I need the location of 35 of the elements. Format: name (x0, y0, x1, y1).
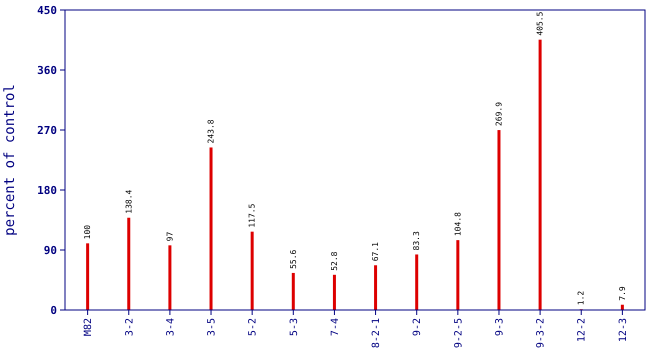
y-tick-label: 90 (44, 244, 57, 257)
x-tick-label: 12-2 (576, 318, 588, 342)
x-tick-label: 9-3-2 (536, 318, 547, 348)
data-label: 97 (165, 232, 174, 242)
data-label: 100 (83, 224, 92, 240)
x-tick-label: 9-2 (412, 318, 424, 336)
data-label: 7.9 (618, 286, 627, 301)
y-tick-label: 450 (37, 4, 57, 17)
data-label: 55.6 (288, 249, 298, 269)
data-label: 83.3 (412, 231, 422, 250)
data-label: 67.1 (371, 242, 380, 262)
x-tick-label: 5-2 (248, 318, 259, 336)
data-label: 117.5 (248, 203, 257, 228)
data-label: 405.5 (536, 11, 545, 36)
data-label: 52.8 (330, 251, 339, 271)
data-label: 269.9 (494, 102, 504, 126)
data-label: 243.8 (206, 119, 216, 144)
x-tick-label: 3-2 (124, 318, 136, 336)
x-tick-label: 7-4 (330, 318, 341, 336)
y-tick-label: 180 (37, 184, 57, 197)
x-tick-label: 12-3 (618, 318, 629, 342)
x-tick-label: 3-4 (165, 318, 176, 336)
x-tick-label: 9-2-5 (453, 318, 464, 348)
y-tick-label: 0 (50, 304, 57, 317)
data-label: 1.2 (576, 290, 586, 306)
x-tick-label: 9-3 (494, 318, 506, 336)
x-tick-label: 8-2-1 (371, 318, 382, 348)
x-tick-label: M82 (83, 318, 94, 336)
y-tick-label: 270 (37, 124, 57, 137)
x-tick-label: 3-5 (206, 318, 218, 336)
x-tick-label: 5-3 (288, 318, 300, 336)
y-axis-title: percent of control (2, 84, 18, 236)
data-label: 138.4 (124, 189, 134, 214)
data-label: 104.8 (453, 212, 462, 236)
y-tick-label: 360 (37, 64, 57, 77)
